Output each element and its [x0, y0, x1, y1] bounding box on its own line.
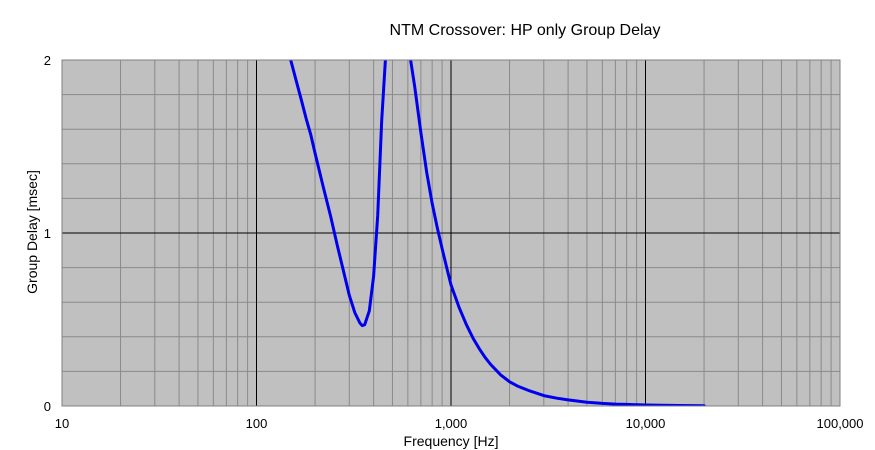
chart-title: NTM Crossover: HP only Group Delay: [390, 22, 661, 39]
plot-frame: [61, 59, 841, 407]
x-axis-label: Frequency [Hz]: [404, 433, 499, 449]
x-tick-labels: 10 100 1,000 10,000 100,000: [55, 416, 864, 431]
y-tick-label: 2: [44, 53, 51, 68]
x-tick-label: 10: [55, 416, 69, 431]
x-tick-label: 100,000: [817, 416, 864, 431]
x-tick-label: 100: [246, 416, 268, 431]
x-tick-label: 10,000: [626, 416, 666, 431]
group-delay-line: [289, 60, 387, 328]
group-delay-line: [409, 60, 706, 406]
y-tick-labels: 0 1 2: [44, 53, 51, 414]
major-grid: [62, 60, 840, 406]
x-tick-label: 1,000: [435, 416, 468, 431]
series-line-group: [289, 60, 706, 406]
y-tick-label: 1: [44, 226, 51, 241]
y-axis-label: Group Delay [msec]: [24, 170, 40, 294]
y-tick-label: 0: [44, 399, 51, 414]
